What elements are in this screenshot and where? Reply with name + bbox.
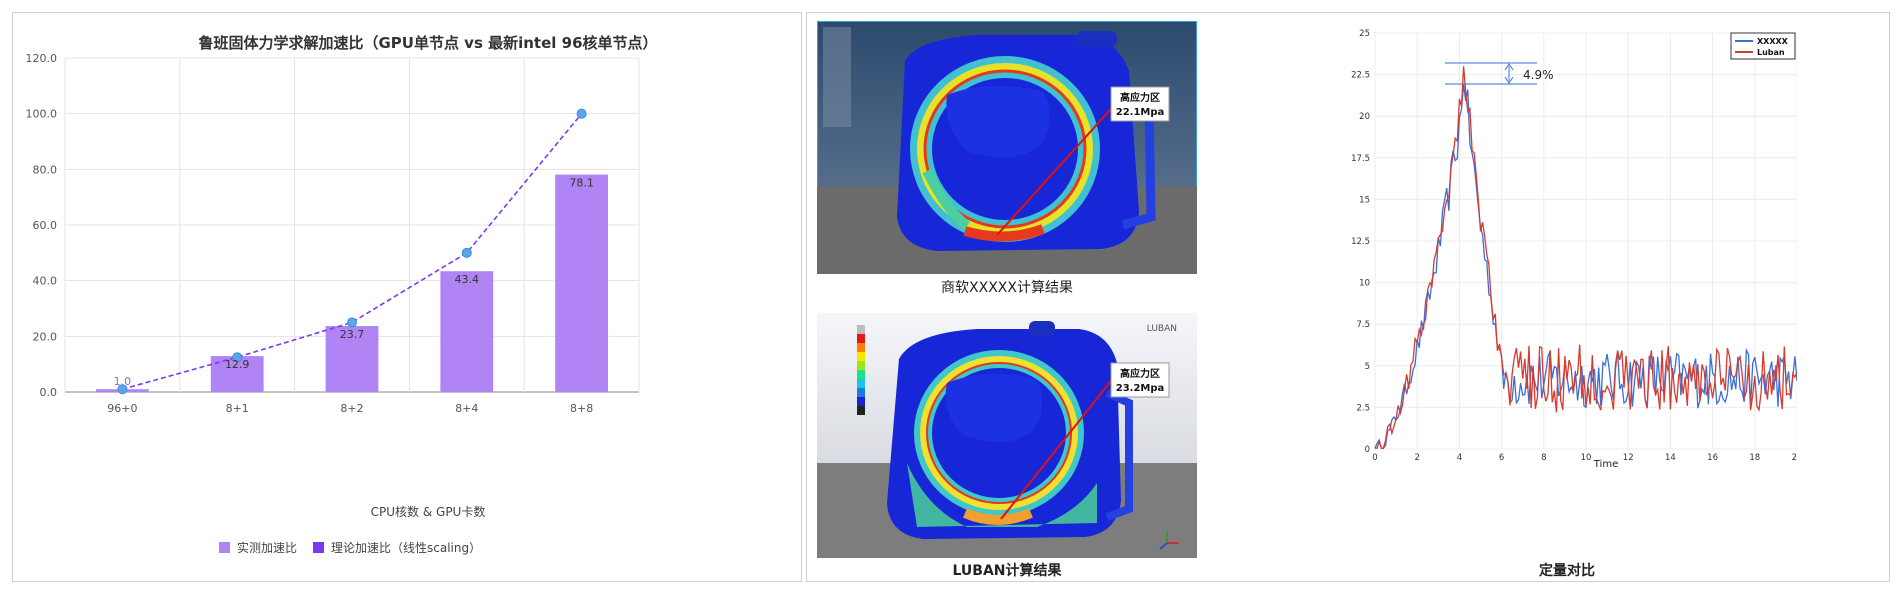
x-tick-label: 10 — [1581, 453, 1592, 463]
legend-swatch-measured — [219, 542, 230, 553]
x-tick-label: 8+4 — [455, 402, 478, 415]
x-axis-label: CPU核数 & GPU卡数 — [371, 504, 486, 519]
y-tick-label: 12.5 — [1351, 237, 1370, 247]
legend-label-xxxxx: XXXXX — [1757, 37, 1789, 46]
speedup-chart: 鲁班固体力学求解加速比（GPU单节点 vs 最新intel 96核单节点） 0.… — [13, 13, 801, 581]
y-tick-label: 100.0 — [26, 108, 58, 121]
x-tick-label: 2 — [1414, 453, 1419, 463]
x-tick-label: 16 — [1707, 453, 1718, 463]
legend-swatch-theory — [313, 542, 324, 553]
legend-label-luban: Luban — [1757, 48, 1785, 57]
x-tick-label: 8+8 — [570, 402, 593, 415]
bar-data-label: 78.1 — [569, 177, 594, 190]
x-tick-label: 14 — [1665, 453, 1676, 463]
stress-label-title: 高应力区 — [1120, 367, 1160, 380]
y-tick-label: 20.0 — [33, 330, 58, 343]
x-tick-label: 0 — [1372, 453, 1377, 463]
y-tick-label: 20 — [1359, 112, 1370, 122]
y-tick-label: 40.0 — [33, 275, 58, 288]
y-tick-label: 15 — [1359, 195, 1370, 205]
theory-point — [462, 248, 471, 257]
bar-data-label: 43.4 — [455, 273, 480, 286]
y-tick-label: 60.0 — [33, 219, 58, 232]
y-tick-labels: 0.0 20.0 40.0 60.0 80.0 100.0 120.0 — [26, 52, 58, 399]
legend-label-theory: 理论加速比（线性scaling） — [331, 541, 481, 555]
x-tick-label: 18 — [1749, 453, 1760, 463]
luban-sim-image: LUBAN 高应力区 23.2Mpa — [817, 313, 1197, 558]
bar — [440, 271, 493, 392]
commercial-sim-render: 高应力区 22.1Mpa — [817, 21, 1197, 274]
commercial-sim-caption: 商软XXXXX计算结果 — [817, 277, 1197, 297]
legend: XXXXX Luban — [1731, 33, 1795, 59]
y-tick-label: 120.0 — [26, 52, 58, 65]
y-tick-label: 0.0 — [40, 386, 58, 399]
theory-point — [348, 318, 357, 327]
y-tick-label: 10 — [1359, 279, 1370, 289]
x-tick-label: 20 — [1792, 453, 1797, 463]
y-tick-label: 25 — [1359, 29, 1370, 39]
legend-label-measured: 实测加速比 — [237, 540, 297, 555]
theory-point — [577, 109, 586, 118]
chart-title: 鲁班固体力学求解加速比（GPU单节点 vs 最新intel 96核单节点） — [198, 34, 657, 52]
x-tick-label: 8 — [1541, 453, 1546, 463]
bar — [555, 175, 608, 392]
y-tick-label: 22.5 — [1351, 71, 1370, 81]
legend-colorbar-icon — [857, 325, 865, 415]
luban-sim-render: LUBAN 高应力区 23.2Mpa — [817, 313, 1197, 558]
stress-label-value: 22.1Mpa — [1116, 107, 1165, 118]
x-tick-labels: 96+0 8+1 8+2 8+4 8+8 — [107, 402, 593, 415]
x-axis-label: Time — [1593, 459, 1618, 470]
x-tick-label: 96+0 — [107, 402, 137, 415]
legend: 实测加速比 理论加速比（线性scaling） — [219, 540, 481, 555]
bars — [96, 175, 608, 392]
x-tick-label: 8+1 — [226, 402, 249, 415]
stress-label-title: 高应力区 — [1120, 91, 1160, 104]
bar-data-label: 1.0 — [114, 375, 131, 388]
y-tick-label: 5 — [1365, 362, 1370, 372]
x-tick-label: 8+2 — [340, 402, 363, 415]
y-tick-label: 80.0 — [33, 163, 58, 176]
x-tick-label: 6 — [1499, 453, 1504, 463]
x-tick-label: 12 — [1623, 453, 1634, 463]
x-tick-label: 4 — [1457, 453, 1462, 463]
time-history-chart: 0 2.5 5 7.5 10 12.5 15 17.5 20 22.5 25 0 2 4 6 8 10 12 14… — [1337, 15, 1797, 485]
luban-logo: LUBAN — [1147, 324, 1177, 334]
commercial-sim-image: 高应力区 22.1Mpa — [817, 21, 1197, 274]
y-tick-label: 0 — [1365, 445, 1370, 455]
comparison-panel: 高应力区 22.1Mpa 商软XXXXX计算结果 — [806, 12, 1890, 582]
stress-label-value: 23.2Mpa — [1116, 383, 1165, 394]
bar-data-label: 12.9 — [225, 358, 250, 371]
y-tick-label: 17.5 — [1351, 154, 1370, 164]
luban-sim-caption: LUBAN计算结果 — [817, 560, 1197, 580]
quantitative-comparison-caption: 定量对比 — [1337, 560, 1797, 580]
peak-difference-label: 4.9% — [1523, 68, 1554, 82]
bar-data-label: 23.7 — [340, 328, 365, 341]
y-tick-label: 7.5 — [1356, 320, 1370, 330]
speedup-chart-panel: 鲁班固体力学求解加速比（GPU单节点 vs 最新intel 96核单节点） 0.… — [12, 12, 802, 582]
legend-colorbar-icon — [823, 27, 851, 127]
y-tick-label: 2.5 — [1356, 403, 1370, 413]
